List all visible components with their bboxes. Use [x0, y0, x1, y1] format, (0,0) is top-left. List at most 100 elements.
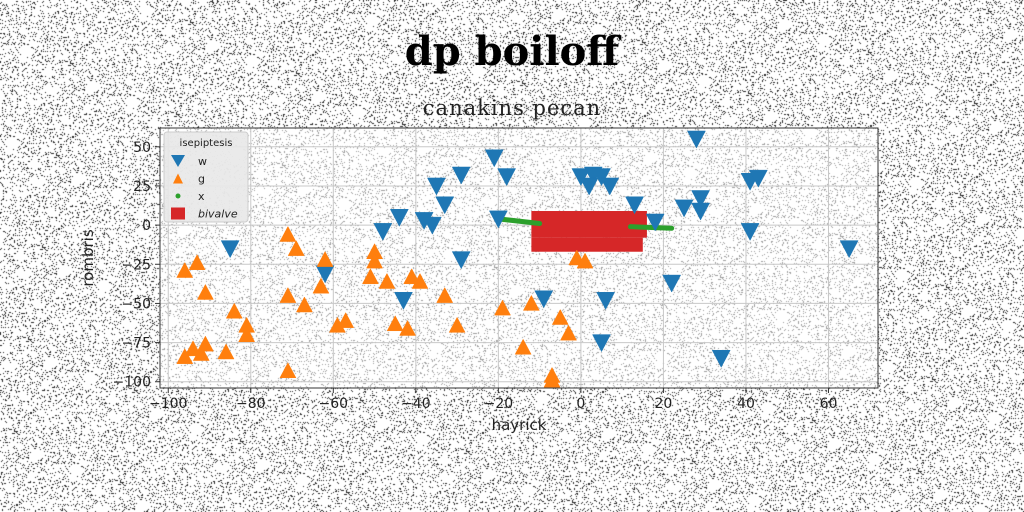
plot-frame [159, 127, 879, 389]
x-tick-label: −100 [149, 396, 187, 412]
g-point [551, 308, 569, 325]
legend-label-x: x [198, 190, 205, 203]
legend-marker-bivalve [171, 207, 185, 220]
legend-box [163, 131, 249, 223]
g-point [287, 240, 305, 256]
x-tick-label: −80 [236, 396, 266, 412]
g-point [312, 277, 330, 294]
w-point [691, 202, 710, 221]
legend-marker-g [173, 173, 183, 184]
g-point [522, 294, 540, 311]
y-tick-label: −50 [121, 296, 151, 312]
w-point [592, 168, 611, 187]
g-point [514, 338, 532, 355]
chart-title: dp boiloff [404, 28, 620, 75]
w-point [645, 213, 665, 232]
w-point [497, 168, 517, 187]
x-tick-label: 60 [820, 396, 838, 412]
w-point [571, 168, 591, 187]
g-point [279, 362, 297, 379]
y-tick-label: 25 [133, 179, 151, 195]
w-point [711, 349, 731, 368]
w-point [740, 223, 760, 241]
w-point [389, 209, 409, 227]
y-axis-ticks: 50 25 0 −25 −50 −75 −100 [113, 140, 160, 391]
w-point [451, 166, 471, 185]
g-point [188, 254, 206, 270]
w-point [373, 223, 393, 241]
g-point [494, 299, 511, 316]
data-marks [176, 130, 859, 388]
x-axis-ticks: −100 −80 −60 −40 −20 0 20 40 60 [149, 388, 837, 412]
legend-label-w: w [198, 155, 207, 168]
g-point [184, 340, 202, 357]
g-point [386, 315, 404, 332]
g-point [329, 316, 346, 333]
g-point [448, 316, 466, 333]
g-point [366, 252, 383, 269]
x-tick-label: 20 [655, 396, 673, 412]
legend-marker-x [175, 193, 181, 199]
g-point [176, 261, 194, 278]
w-point [691, 190, 710, 209]
g-point [225, 302, 243, 319]
w-point [488, 210, 508, 229]
g-point [436, 287, 454, 303]
x-tick-label: −40 [401, 396, 431, 412]
g-point [192, 345, 210, 361]
w-point [422, 216, 442, 235]
g-point [176, 348, 194, 364]
w-point [662, 274, 682, 293]
g-point [576, 252, 594, 269]
bivalve-region [531, 237, 643, 252]
w-point [625, 196, 644, 215]
g-point [196, 283, 214, 300]
legend-marker-w [171, 155, 185, 167]
g-point [279, 287, 297, 303]
g-point [560, 324, 577, 341]
w-point [748, 169, 768, 188]
legend-label-bivalve: bivalve [198, 208, 238, 221]
x-series-line [627, 224, 675, 231]
y-tick-label: 50 [133, 140, 151, 156]
w-point [674, 199, 694, 218]
legend-title: isepiptesis [180, 138, 233, 149]
w-point [427, 177, 446, 196]
y-tick-label: −75 [121, 336, 151, 352]
w-point [600, 177, 620, 196]
g-point [238, 326, 256, 342]
w-point [484, 149, 504, 168]
w-point [394, 292, 413, 310]
w-point [592, 334, 611, 353]
w-point [596, 292, 616, 310]
g-point [399, 319, 417, 336]
legend: isepiptesis wgx bivalve [163, 131, 249, 223]
chart-subtitle: canakins pecan [422, 96, 602, 120]
g-point [316, 251, 334, 267]
x-tick-label: 0 [576, 396, 585, 412]
bivalve-region [531, 211, 647, 238]
g-point [362, 268, 379, 285]
legend-label-g: g [198, 173, 205, 186]
g-point [403, 268, 421, 285]
g-point [217, 343, 235, 360]
g-point [279, 225, 297, 242]
y-tick-label: −100 [113, 375, 151, 391]
g-point [411, 272, 429, 289]
y-axis-label: rombris [79, 229, 97, 286]
w-point [435, 196, 455, 215]
g-point [378, 272, 396, 289]
x-tick-label: −60 [319, 396, 349, 412]
x-tick-label: −20 [484, 396, 514, 412]
y-tick-label: −25 [121, 257, 151, 273]
w-point [579, 177, 599, 196]
w-point [687, 130, 706, 149]
x-axis-label: hayrick [492, 416, 547, 434]
g-point [543, 371, 561, 388]
x-tick-label: 40 [737, 396, 755, 412]
w-point [220, 240, 240, 259]
w-point [839, 240, 859, 259]
g-point [296, 296, 313, 313]
g-point [337, 312, 355, 328]
